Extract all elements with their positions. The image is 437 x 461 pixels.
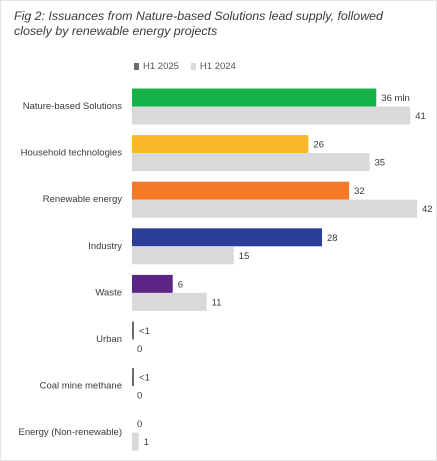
category-label-nature-based-solutions: Nature-based Solutions	[23, 101, 123, 112]
bar-h1-2024-waste	[132, 292, 207, 311]
legend-swatch-h1-2025	[134, 63, 139, 70]
data-label-h1-2025-energy-non-renewable: 0	[137, 419, 142, 430]
chart-title: Fig 2: Issuances from Nature-based Solut…	[14, 9, 383, 38]
category-label-household-technologies: Household technologies	[21, 148, 123, 159]
data-label-h1-2024-energy-non-renewable: 1	[144, 437, 149, 448]
data-label-h1-2024-industry: 15	[239, 251, 250, 262]
category-label-energy-non-renewable: Energy (Non-renewable)	[19, 427, 123, 438]
legend-item-h1-2024: H1 2024	[190, 61, 236, 72]
legend-label-h1-2024: H1 2024	[199, 61, 236, 72]
data-label-h1-2024-renewable-energy: 42	[422, 204, 433, 215]
bar-h1-2025-urban	[132, 321, 135, 340]
legend-label-h1-2025: H1 2025	[143, 61, 179, 72]
bar-h1-2024-energy-non-renewable	[132, 432, 139, 451]
bar-h1-2024-household-technologies	[132, 153, 370, 172]
bar-h1-2025-coal-mine-methane	[132, 368, 135, 387]
bar-h1-2024-industry	[132, 246, 234, 265]
data-label-h1-2025-nature-based-solutions: 36 mln	[381, 93, 410, 104]
data-label-h1-2024-household-technologies: 35	[375, 158, 386, 169]
data-label-h1-2025-renewable-energy: 32	[354, 186, 365, 197]
chart-legend: H1 2025 H1 2024	[134, 61, 236, 72]
category-label-coal-mine-methane: Coal mine methane	[40, 381, 122, 392]
data-label-h1-2024-waste: 11	[212, 297, 222, 308]
bar-h1-2025-waste	[132, 274, 173, 293]
bar-h1-2025-renewable-energy	[132, 181, 350, 200]
category-label-renewable-energy: Renewable energy	[43, 194, 122, 205]
legend-item-h1-2025: H1 2025	[134, 61, 179, 72]
bar-h1-2024-nature-based-solutions	[132, 106, 411, 125]
bar-h1-2025-nature-based-solutions	[132, 88, 377, 107]
category-label-urban: Urban	[96, 334, 122, 345]
data-label-h1-2025-waste: 6	[178, 279, 183, 290]
legend-swatch-h1-2024	[190, 63, 196, 70]
data-label-h1-2024-nature-based-solutions: 41	[415, 111, 426, 122]
data-label-h1-2025-urban: <1	[139, 326, 150, 337]
data-label-h1-2024-urban: 0	[137, 344, 142, 355]
bar-h1-2025-industry	[132, 228, 322, 247]
category-label-industry: Industry	[88, 241, 122, 252]
bar-h1-2024-renewable-energy	[132, 199, 417, 218]
data-label-h1-2025-coal-mine-methane: <1	[139, 373, 150, 384]
data-label-h1-2025-household-technologies: 26	[313, 140, 324, 151]
bar-h1-2025-household-technologies	[132, 135, 309, 154]
category-label-waste: Waste	[95, 287, 122, 298]
data-label-h1-2024-coal-mine-methane: 0	[137, 391, 142, 402]
data-label-h1-2025-industry: 28	[327, 233, 338, 244]
